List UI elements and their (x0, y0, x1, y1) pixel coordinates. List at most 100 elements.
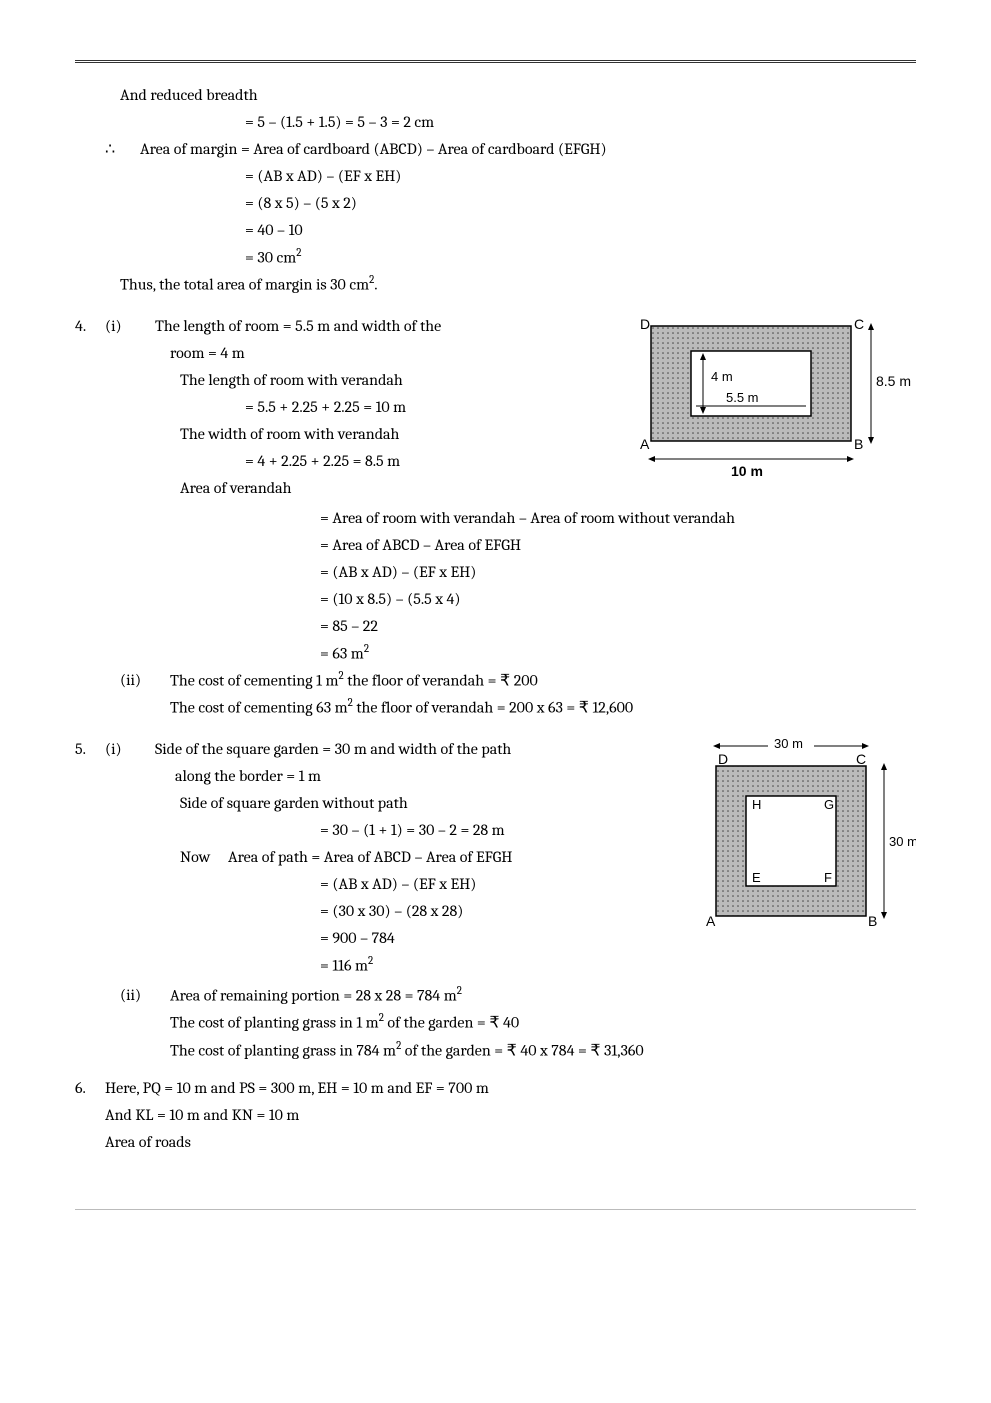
q4-line: = Area of room with verandah – Area of r… (75, 506, 916, 530)
text: = 63 m (320, 644, 364, 662)
text: = 116 m (320, 956, 368, 974)
superscript: 2 (457, 984, 462, 997)
text: = (AB x AD) – (EF x EH) (320, 875, 476, 893)
text: = 30 – (1 + 1) = 30 – 2 = 28 m (320, 821, 505, 839)
text: = 30 cm (245, 248, 296, 266)
text: along the border = 1 m (175, 767, 321, 785)
text: And reduced breadth (120, 86, 258, 104)
text: The length of room = 5.5 m and width of … (155, 317, 441, 335)
text: = 40 – 10 (245, 221, 303, 239)
text: And KL = 10 m and KN = 10 m (105, 1106, 299, 1124)
label-A: A (706, 913, 716, 929)
top-dim: 30 m (774, 736, 803, 751)
text: Now (180, 845, 228, 869)
text: The length of room with verandah (180, 371, 403, 389)
q6-line: And KL = 10 m and KN = 10 m (75, 1103, 916, 1127)
text: Side of the square garden = 30 m and wid… (155, 740, 511, 758)
q5-line: The cost of planting grass in 784 m2 of … (75, 1038, 916, 1062)
q5-line: = 116 m2 (75, 953, 696, 977)
text: of the garden = ₹ 40 x 784 = ₹ 31,360 (401, 1041, 643, 1059)
label-B: B (854, 436, 863, 452)
text: The cost of cementing 63 m (170, 699, 348, 717)
q5-line: (ii)Area of remaining portion = 28 x 28 … (75, 983, 916, 1007)
text: = 5.5 + 2.25 + 2.25 = 10 m (245, 398, 406, 416)
q3-line: Thus, the total area of margin is 30 cm2… (75, 272, 916, 296)
q4-line: = 4 + 2.25 + 2.25 = 8.5 m (75, 449, 626, 473)
label-B: B (868, 913, 877, 929)
text: = (AB x AD) – (EF x EH) (320, 563, 476, 581)
q4-figure: D C A B 4 m 5.5 m 8.5 m 10 m (626, 311, 916, 485)
text: = 900 – 784 (320, 929, 395, 947)
verandah-diagram: D C A B 4 m 5.5 m 8.5 m 10 m (626, 311, 916, 481)
q4-line: = 85 – 22 (75, 614, 916, 638)
part-label: (ii) (120, 983, 170, 1007)
part-label: (ii) (120, 668, 170, 692)
q4-line: = Area of ABCD – Area of EFGH (75, 533, 916, 557)
q5-line: = 900 – 784 (75, 926, 696, 950)
text: = (AB x AD) – (EF x EH) (245, 167, 401, 185)
label-A: A (640, 436, 650, 452)
text: Area of remaining portion = 28 x 28 = 78… (170, 986, 457, 1004)
text: . (374, 276, 377, 294)
q4-line: The cost of cementing 63 m2 the floor of… (75, 695, 916, 719)
text: = (30 x 30) – (28 x 28) (320, 902, 463, 920)
right-dim: 30 m (889, 834, 916, 849)
part-label: (i) (105, 737, 155, 761)
q6-line: 6.Here, PQ = 10 m and PS = 300 m, EH = 1… (75, 1076, 916, 1100)
q5-line: = (AB x AD) – (EF x EH) (75, 872, 696, 896)
q4-line: = 63 m2 (75, 641, 916, 665)
q4-line: Area of verandah (75, 476, 626, 500)
label-C: C (856, 751, 866, 767)
outer-height: 8.5 m (876, 373, 911, 389)
garden-diagram: D C A B H G E F 30 m 30 m (696, 734, 916, 949)
q5-figure: D C A B H G E F 30 m 30 m (696, 734, 916, 953)
text: Area of roads (105, 1133, 191, 1151)
text: the floor of verandah = ₹ 200 (344, 671, 538, 689)
outer-width: 10 m (731, 463, 763, 479)
q4-line: = (AB x AD) – (EF x EH) (75, 560, 916, 584)
text: Here, PQ = 10 m and PS = 300 m, EH = 10 … (105, 1079, 489, 1097)
q4-line: The width of room with verandah (75, 422, 626, 446)
label-C: C (854, 316, 864, 332)
inner-height: 4 m (711, 369, 733, 384)
text: The cost of cementing 1 m (170, 671, 339, 689)
therefore-symbol: ∴ (75, 137, 140, 161)
text: Area of margin = Area of cardboard (ABCD… (140, 140, 607, 158)
text: = (10 x 8.5) – (5.5 x 4) (320, 590, 461, 608)
q5-line: along the border = 1 m (75, 764, 696, 788)
bottom-divider (75, 1209, 916, 1210)
question-number: 6. (75, 1076, 105, 1100)
inner-width: 5.5 m (726, 390, 759, 405)
text: = (8 x 5) – (5 x 2) (245, 194, 357, 212)
text: Side of square garden without path (180, 794, 408, 812)
text: Area of path = Area of ABCD – Area of EF… (228, 848, 512, 866)
q6-block: 6.Here, PQ = 10 m and PS = 300 m, EH = 1… (75, 1076, 916, 1154)
q5-line: NowArea of path = Area of ABCD – Area of… (75, 845, 696, 869)
label-H: H (752, 797, 761, 812)
text: = 85 – 22 (320, 617, 378, 635)
text: = 5 – (1.5 + 1.5) = 5 – 3 = 2 cm (245, 113, 434, 131)
q3-line: = 30 cm2 (75, 245, 916, 269)
q3-line: = (8 x 5) – (5 x 2) (75, 191, 916, 215)
superscript: 2 (296, 246, 301, 259)
question-number: 4. (75, 314, 105, 338)
q5-line: = 30 – (1 + 1) = 30 – 2 = 28 m (75, 818, 696, 842)
label-D: D (640, 316, 650, 332)
text: = Area of room with verandah – Area of r… (320, 509, 735, 527)
q3-line: = (AB x AD) – (EF x EH) (75, 164, 916, 188)
label-D: D (718, 751, 728, 767)
part-label: (i) (105, 314, 155, 338)
q4-line: The length of room with verandah (75, 368, 626, 392)
text: Area of verandah (180, 479, 291, 497)
text: the floor of verandah = 200 x 63 = ₹ 12,… (353, 699, 633, 717)
q5-line: 5.(i)Side of the square garden = 30 m an… (75, 737, 696, 761)
q3-line: = 40 – 10 (75, 218, 916, 242)
text: = Area of ABCD – Area of EFGH (320, 536, 521, 554)
superscript: 2 (364, 642, 369, 655)
top-divider (75, 60, 916, 63)
superscript: 2 (368, 954, 373, 967)
question-number: 5. (75, 737, 105, 761)
q4-block: 4.(i)The length of room = 5.5 m and widt… (75, 311, 916, 503)
q5-line: = (30 x 30) – (28 x 28) (75, 899, 696, 923)
text: The cost of planting grass in 784 m (170, 1041, 396, 1059)
